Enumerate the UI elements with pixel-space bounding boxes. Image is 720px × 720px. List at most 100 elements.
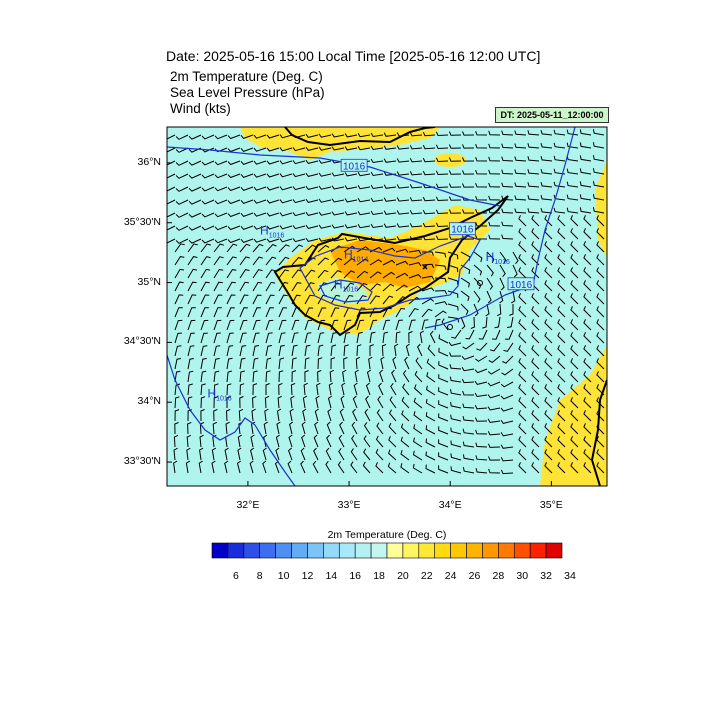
wind-barb bbox=[175, 147, 189, 153]
wind-barb bbox=[426, 385, 436, 396]
wind-barb bbox=[396, 236, 410, 241]
wind-barb bbox=[264, 408, 269, 422]
wind-barb bbox=[249, 460, 254, 474]
wind-barb bbox=[460, 290, 470, 302]
wind-barb bbox=[425, 398, 436, 409]
wind-barb bbox=[401, 410, 410, 422]
colorbar-swatch bbox=[323, 542, 340, 559]
wind-barb bbox=[369, 319, 378, 331]
wind-barb bbox=[326, 421, 332, 435]
wind-barb bbox=[422, 222, 436, 228]
wind-barb bbox=[544, 449, 553, 461]
wind-barb bbox=[408, 308, 419, 318]
wind-barb bbox=[291, 244, 303, 253]
dt-badge: DT: 2025-05-11_12:00:00 bbox=[495, 107, 609, 123]
subtitle-pressure: Sea Level Pressure (hPa) bbox=[170, 85, 325, 100]
wind-barb bbox=[187, 358, 194, 370]
wind-barb bbox=[198, 460, 203, 474]
wind-barb bbox=[396, 223, 410, 228]
lat-label: 34°30'N bbox=[123, 335, 161, 348]
wind-barb bbox=[557, 215, 566, 227]
wind-barb bbox=[473, 290, 481, 303]
wind-barb bbox=[380, 356, 385, 370]
wind-barb bbox=[304, 282, 315, 292]
wind-barb bbox=[352, 395, 358, 409]
wind-barb bbox=[200, 332, 208, 344]
subtitle-temperature: 2m Temperature (Deg. C) bbox=[170, 69, 323, 84]
wind-barb bbox=[450, 389, 462, 396]
wind-barb bbox=[200, 319, 209, 331]
wind-barb bbox=[357, 145, 371, 151]
wind-barb bbox=[596, 371, 605, 383]
wind-barb bbox=[357, 197, 371, 203]
wind-barb bbox=[396, 171, 410, 176]
wind-barb bbox=[421, 251, 434, 256]
wind-barb bbox=[240, 212, 254, 217]
wind-barb bbox=[266, 225, 280, 230]
wind-barb bbox=[266, 212, 280, 217]
wind-barb bbox=[487, 431, 501, 436]
wind-barb bbox=[317, 319, 326, 331]
wind-barb bbox=[512, 264, 518, 278]
wind-barb bbox=[224, 460, 229, 474]
wind-barb bbox=[531, 358, 540, 370]
wind-barb bbox=[305, 237, 319, 242]
wind-barb bbox=[413, 437, 423, 448]
wind-barb bbox=[499, 264, 506, 278]
wind-barb bbox=[462, 415, 475, 422]
wind-barb bbox=[473, 264, 483, 276]
colorbar-swatch bbox=[370, 542, 388, 559]
wind-barb bbox=[557, 267, 566, 279]
wind-barb bbox=[213, 294, 223, 305]
pressure-label: 1016 bbox=[451, 225, 474, 236]
wind-barb bbox=[518, 228, 527, 240]
wind-barb bbox=[317, 257, 329, 266]
wind-barb bbox=[383, 223, 397, 228]
city-marker bbox=[422, 264, 428, 270]
wind-barb bbox=[356, 307, 366, 318]
wind-barb bbox=[201, 160, 215, 166]
wind-barb bbox=[566, 168, 579, 175]
wind-barb bbox=[557, 306, 566, 318]
wind-barb bbox=[187, 383, 193, 396]
wind-barb bbox=[344, 172, 358, 177]
wind-barb bbox=[531, 241, 540, 253]
wind-barb bbox=[478, 329, 488, 340]
wind-barb bbox=[239, 243, 251, 253]
wind-barb bbox=[518, 371, 527, 383]
wind-barb bbox=[300, 447, 306, 461]
wind-barb bbox=[214, 212, 228, 218]
wind-barb bbox=[187, 243, 198, 253]
wind-barb bbox=[318, 237, 332, 242]
wind-barb bbox=[382, 283, 395, 292]
wind-barb bbox=[175, 199, 189, 205]
wind-barb bbox=[434, 310, 447, 318]
wind-barb bbox=[226, 370, 233, 383]
wind-barb bbox=[583, 358, 592, 370]
wind-barb bbox=[421, 287, 435, 292]
wind-barb bbox=[421, 298, 435, 305]
wind-barb bbox=[356, 319, 365, 331]
wind-barb bbox=[400, 449, 410, 461]
wind-barb bbox=[289, 421, 294, 435]
wind-barb bbox=[239, 319, 248, 331]
wind-barb bbox=[226, 281, 236, 292]
wind-barb bbox=[318, 159, 332, 164]
wind-barb bbox=[409, 197, 423, 202]
wind-barb bbox=[188, 199, 202, 205]
wind-barb bbox=[337, 461, 345, 474]
wind-barb bbox=[518, 332, 527, 344]
wind-barb bbox=[185, 460, 191, 474]
wind-barb bbox=[187, 307, 196, 318]
wind-barb bbox=[392, 356, 397, 370]
coastline-turkey bbox=[284, 127, 436, 147]
wind-barb bbox=[488, 143, 501, 149]
wind-barb bbox=[279, 238, 293, 243]
wind-barb bbox=[501, 208, 514, 214]
wind-barb bbox=[596, 462, 605, 474]
wind-barb bbox=[518, 462, 527, 474]
wind-barb bbox=[462, 131, 475, 136]
wind-barb bbox=[383, 236, 397, 241]
wind-barb bbox=[212, 421, 218, 435]
wind-barb bbox=[301, 421, 306, 435]
